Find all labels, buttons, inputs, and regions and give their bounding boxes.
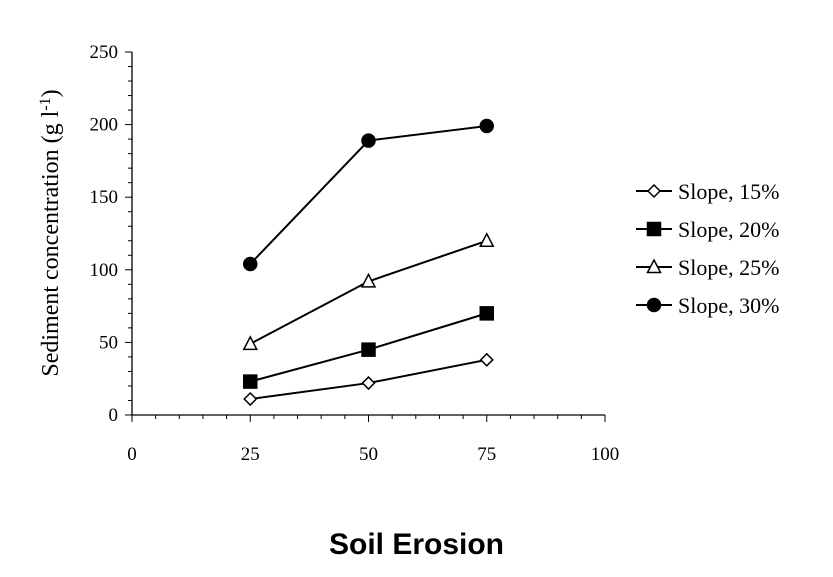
series-2-point-square-marker	[479, 306, 494, 321]
series-1	[243, 352, 494, 407]
legend-item-2: Slope, 20%	[636, 217, 779, 242]
legend-label: Slope, 25%	[678, 255, 779, 280]
y-tick-label: 150	[90, 187, 119, 208]
x-tick-label: 50	[359, 444, 378, 465]
legend-circle-marker	[646, 297, 662, 313]
y-axis-label-superscript: -1	[37, 97, 54, 110]
chart-legend: Slope, 15% Slope, 20% Slope, 25% Slope, 30%	[636, 179, 779, 318]
legend-item-3: Slope, 25%	[636, 255, 779, 280]
series-4	[243, 118, 494, 272]
legend-label: Slope, 30%	[678, 293, 779, 318]
x-tick-label: 100	[591, 444, 620, 465]
series-3-point-triangle-marker	[360, 272, 377, 288]
series-4-point-circle-marker	[479, 118, 494, 134]
legend-item-1: Slope, 15%	[636, 179, 779, 204]
series-4-point-circle-marker	[361, 133, 376, 148]
series-4-point-circle-marker	[243, 256, 258, 272]
legend-diamond-marker	[646, 183, 662, 199]
caption-title: Soil Erosion	[328, 528, 505, 561]
series-2-point-square-marker	[361, 342, 376, 357]
series-3-line	[249, 239, 488, 345]
chart-axes	[131, 52, 605, 416]
legend-square-marker	[646, 221, 662, 237]
x-tick-label: 75	[477, 444, 496, 465]
legend-item-4: Slope, 30%	[636, 293, 779, 318]
series-2-point-square-marker	[243, 374, 258, 389]
sediment-chart: 0 50 100 150 200 250 0 25 50 75 100 Sediment conce…	[37, 42, 780, 465]
legend-label: Slope, 15%	[678, 179, 779, 204]
y-tick-label: 0	[109, 405, 119, 426]
y-axis-label-close: )	[38, 89, 64, 97]
series-3	[242, 232, 495, 351]
series-1-point-diamond-marker	[243, 391, 258, 407]
series-2	[243, 306, 494, 389]
y-axis-label-main: Sediment concentration (g l	[38, 110, 64, 376]
axis-ticks: 0 50 100 150 200 250 0 25 50 75 100	[90, 42, 620, 465]
y-tick-label: 100	[90, 260, 119, 281]
y-tick-label: 250	[90, 42, 119, 63]
series-layer	[242, 118, 495, 407]
series-1-point-diamond-marker	[479, 352, 494, 367]
legend-label: Slope, 20%	[678, 217, 779, 242]
series-3-point-triangle-marker	[242, 335, 258, 351]
x-tick-label: 25	[241, 444, 260, 465]
y-tick-label: 200	[90, 115, 119, 136]
x-tick-label: 0	[127, 444, 137, 465]
y-axis-label: Sediment concentration (g l-1)	[37, 89, 65, 376]
series-3-point-triangle-marker	[479, 232, 495, 248]
series-1-point-diamond-marker	[361, 375, 376, 391]
legend-triangle-marker	[646, 258, 662, 274]
y-tick-label: 50	[99, 332, 118, 353]
